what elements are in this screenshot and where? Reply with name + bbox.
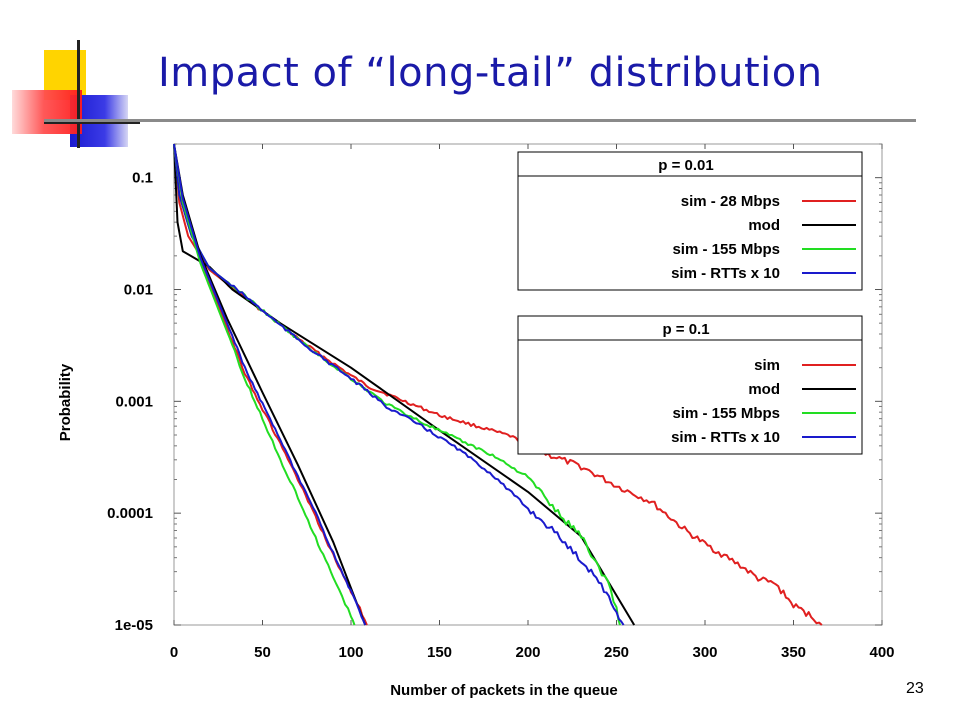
logo-horizontal-line [44, 122, 140, 124]
slide-title: Impact of “long-tail” distribution [158, 50, 823, 96]
slide-number: 23 [906, 680, 924, 697]
title-rule [44, 119, 916, 122]
y-tick-label: 0.0001 [107, 505, 153, 522]
legend-box [517, 315, 863, 455]
x-tick-label: 250 [604, 644, 629, 661]
x-axis-label: Number of packets in the queue [390, 682, 618, 699]
legend-entry-label: sim - 28 Mbps [681, 193, 780, 210]
logo-vertical-line [77, 40, 80, 148]
x-tick-label: 300 [692, 644, 717, 661]
legend-entry-label: sim - 155 Mbps [672, 405, 780, 422]
x-tick-label: 50 [254, 644, 271, 661]
legend-entry-label: mod [748, 217, 780, 234]
x-tick-label: 150 [427, 644, 452, 661]
y-tick-label: 1e-05 [115, 617, 153, 634]
series-line [173, 143, 367, 626]
legend-title: p = 0.1 [662, 321, 709, 338]
x-tick-label: 0 [170, 644, 178, 661]
x-tick-label: 350 [781, 644, 806, 661]
legend-entry-label: sim - RTTs x 10 [671, 429, 780, 446]
logo-red-square [12, 90, 82, 134]
y-axis-label: Probability [57, 363, 74, 441]
series-line [173, 143, 356, 626]
legend-entry-label: mod [748, 381, 780, 398]
legend-title: p = 0.01 [658, 157, 713, 174]
legend-entry-label: sim [754, 357, 780, 374]
legend-entry-label: sim - 155 Mbps [672, 241, 780, 258]
series-line [173, 143, 625, 626]
x-tick-label: 100 [338, 644, 363, 661]
y-tick-label: 0.01 [124, 281, 153, 298]
y-tick-label: 0.1 [132, 170, 153, 187]
x-tick-label: 200 [515, 644, 540, 661]
series-line [173, 143, 636, 626]
legend-box [517, 151, 863, 291]
legend-entry-label: sim - RTTs x 10 [671, 265, 780, 282]
y-tick-label: 0.001 [115, 393, 153, 410]
series-line [173, 143, 367, 626]
x-tick-label: 400 [869, 644, 894, 661]
